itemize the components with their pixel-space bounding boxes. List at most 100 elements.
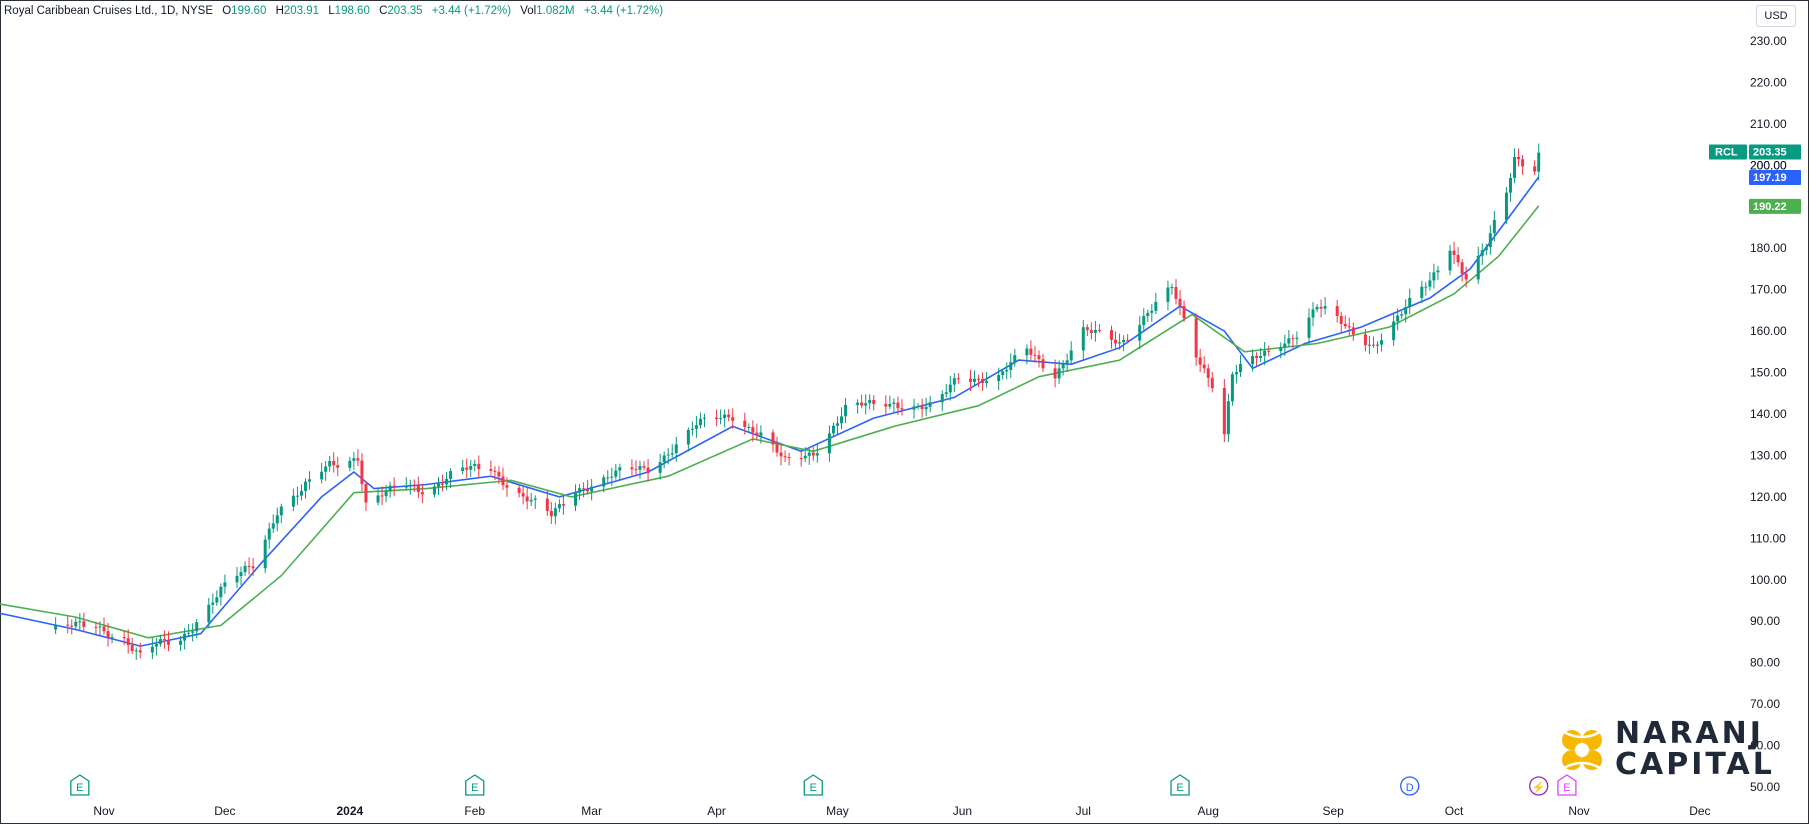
candle-body: [561, 504, 565, 506]
candle-body: [162, 639, 166, 641]
candle-body: [1533, 166, 1537, 172]
time-tick-label: Mar: [581, 804, 602, 818]
candle-body: [940, 394, 944, 403]
candle-body: [412, 484, 416, 486]
candle-body: [582, 488, 586, 490]
candle-body: [102, 626, 106, 632]
candle-body: [759, 432, 763, 436]
candle-body: [1025, 348, 1029, 356]
candle-body: [94, 626, 98, 628]
candle-body: [1210, 377, 1214, 389]
candle-body: [150, 646, 154, 653]
candle-body: [348, 460, 352, 468]
candle-body: [219, 586, 223, 598]
event-marker-label: E: [1176, 782, 1183, 794]
candle-body: [884, 403, 888, 407]
candle-body: [602, 477, 606, 487]
candle-body: [1335, 306, 1339, 317]
logo-word-capital: CAPITAL: [1615, 747, 1775, 782]
candle-body: [948, 384, 952, 393]
candle-body: [404, 485, 408, 488]
currency-button[interactable]: USD: [1756, 5, 1796, 27]
candle-body: [1033, 354, 1037, 356]
candle-body: [1315, 306, 1319, 310]
candle-body: [590, 486, 594, 492]
candle-body: [493, 470, 497, 472]
candle-body: [844, 404, 848, 417]
time-axis[interactable]: OctNovDec2024FebMarAprMayJunJulAugSepOct…: [0, 804, 1711, 818]
candle-body: [465, 467, 469, 470]
candle-body: [1287, 338, 1291, 344]
earnings-marker-icon: [465, 774, 485, 796]
candle-body: [1202, 364, 1206, 369]
candle-body: [972, 378, 976, 382]
candle-body: [1480, 250, 1484, 256]
candle-body: [1150, 310, 1154, 313]
candle-body: [267, 528, 271, 540]
candle-body: [215, 597, 219, 603]
candle-body: [533, 498, 537, 500]
candle-body: [356, 458, 360, 461]
candle-body: [924, 406, 928, 410]
event-marker-label: E: [471, 782, 478, 794]
candle-body: [775, 444, 779, 453]
candle-body: [154, 644, 158, 647]
candle-body: [473, 463, 477, 466]
candle-body: [1307, 317, 1311, 338]
time-tick-label: Aug: [1198, 804, 1219, 818]
symbol-description[interactable]: Royal Caribbean Cruises Ltd., 1D, NYSE: [4, 5, 214, 17]
candle-body: [408, 484, 412, 486]
candle-body: [928, 402, 932, 407]
candle-body: [1343, 323, 1347, 327]
candle-body: [1178, 298, 1182, 306]
candle-body: [1182, 305, 1186, 319]
candle-body: [126, 638, 130, 646]
candle-body: [779, 452, 783, 457]
time-tick-label: Nov: [93, 804, 114, 818]
dividend-marker-icon: [1400, 776, 1420, 796]
candle-body: [1488, 233, 1492, 248]
candle-body: [1420, 286, 1424, 298]
candle-body: [1476, 255, 1480, 280]
candle-body: [235, 576, 239, 583]
symbol-tag-bg: [1709, 144, 1747, 160]
candle-body: [304, 481, 308, 491]
candle-body: [54, 624, 58, 630]
price-tick-label: 60.00: [1750, 739, 1780, 753]
candle-body: [771, 432, 775, 445]
open-value: 199.60: [231, 5, 267, 17]
candle-body: [1110, 330, 1114, 340]
candle-body: [860, 402, 864, 406]
candle-body: [251, 566, 255, 569]
candle-body: [529, 499, 533, 502]
symbol-tag: RCL: [1715, 146, 1738, 158]
low-label: L: [328, 5, 335, 17]
candle-body: [1452, 250, 1456, 255]
candle-body: [1009, 362, 1013, 370]
time-tick-label: Dec: [1689, 804, 1710, 818]
candle-body: [243, 565, 247, 573]
candle-body: [1363, 334, 1367, 346]
close-label: C: [379, 5, 388, 17]
candle-body: [1005, 369, 1009, 372]
time-tick-label: Oct: [1445, 804, 1464, 818]
candle-body: [981, 378, 985, 383]
candle-body: [715, 417, 719, 420]
candle-body: [328, 461, 332, 467]
candle-body: [1069, 350, 1073, 361]
candle-body: [1291, 338, 1295, 340]
candle-body: [449, 471, 453, 479]
candle-body: [195, 622, 199, 632]
candle-body: [187, 632, 191, 634]
candle-body: [1041, 359, 1045, 369]
candle-body: [505, 485, 509, 488]
candle-body: [1267, 350, 1271, 352]
candle-body: [489, 469, 493, 471]
candle-body: [783, 456, 787, 458]
candle-body: [1093, 329, 1097, 333]
candle-body: [1122, 339, 1126, 343]
candle-body: [1513, 156, 1517, 178]
candle-body: [1323, 306, 1327, 309]
event-markers[interactable]: E E E E D ⚡ E: [70, 774, 1577, 796]
